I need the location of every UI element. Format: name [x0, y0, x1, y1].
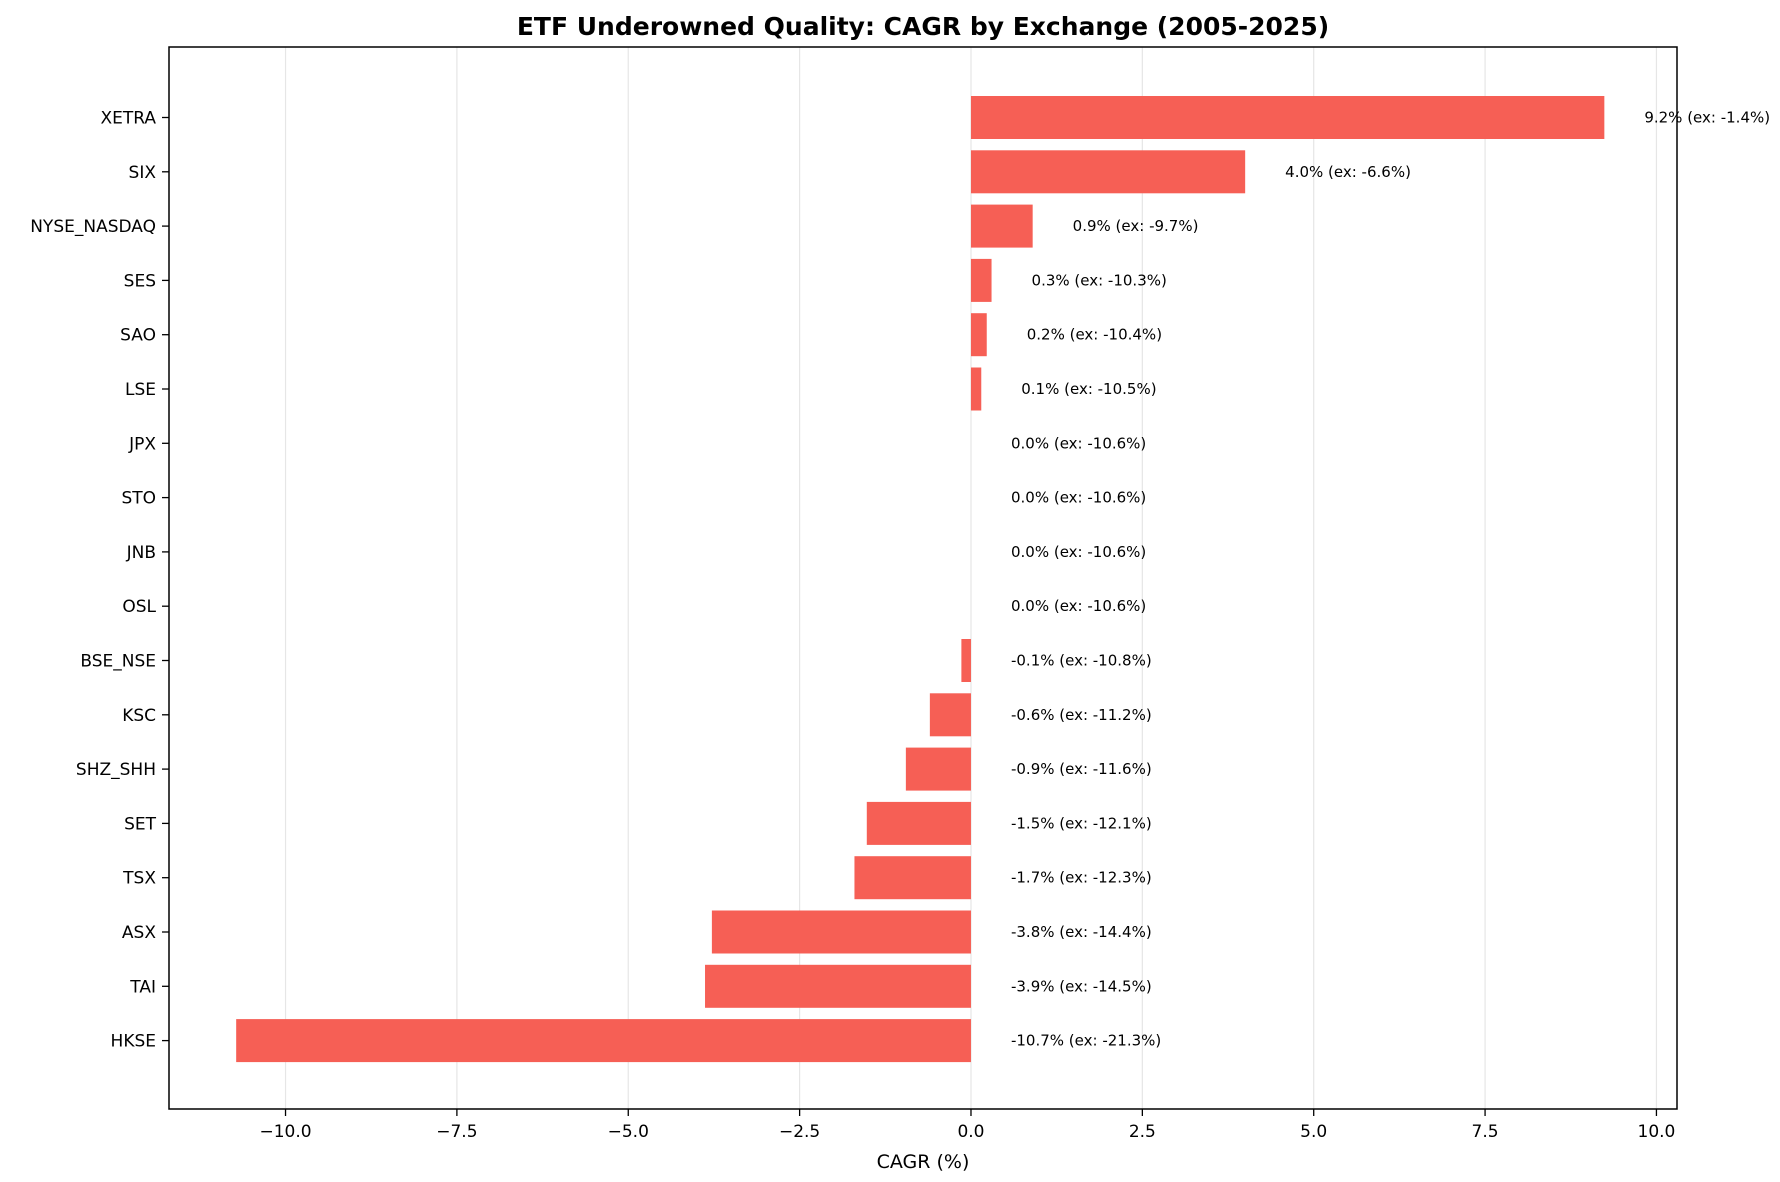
y-tick-label: ASX	[122, 923, 156, 943]
bar-ksc	[929, 693, 971, 737]
bar-value-label: 0.0% (ex: -10.6%)	[1011, 543, 1146, 561]
bar-value-label: -0.6% (ex: -11.2%)	[1011, 706, 1152, 724]
y-tick-label: LSE	[125, 380, 156, 400]
y-tick-label: STO	[121, 489, 156, 509]
x-tick-label: 0.0	[957, 1122, 984, 1142]
x-axis-ticks: −10.0 −7.5 −5.0 −2.5 0.0 2.5 5.0 7.5 10.0	[259, 1109, 1675, 1142]
bar-shz-shh	[905, 747, 971, 791]
bar-tai	[705, 964, 971, 1008]
bar-six	[970, 150, 1246, 194]
x-tick-label: 5.0	[1300, 1122, 1327, 1142]
gridlines	[284, 47, 1658, 1109]
x-tick-label: −5.0	[608, 1122, 649, 1142]
bar-ses	[970, 258, 992, 302]
x-tick-label: −2.5	[779, 1122, 820, 1142]
bar-value-label: -0.9% (ex: -11.6%)	[1011, 760, 1152, 778]
x-tick-label: 10.0	[1638, 1122, 1676, 1142]
y-tick-label: TSX	[122, 869, 156, 889]
bar-tsx	[854, 856, 971, 900]
x-axis-label: CAGR (%)	[877, 1151, 970, 1173]
bars	[236, 96, 1605, 1063]
bar-xetra	[970, 96, 1605, 139]
y-tick-label: SIX	[129, 163, 157, 183]
bar-value-label: 0.9% (ex: -9.7%)	[1073, 217, 1199, 235]
bar-value-label: 0.1% (ex: -10.5%)	[1021, 380, 1156, 398]
bar-value-label: 9.2% (ex: -1.4%)	[1644, 109, 1770, 127]
y-tick-label: JNB	[126, 543, 156, 563]
y-tick-label: JPX	[128, 434, 156, 454]
bar-value-label: 0.3% (ex: -10.3%)	[1032, 271, 1167, 289]
y-tick-label: SET	[124, 814, 157, 834]
y-tick-label: NYSE_NASDAQ	[30, 217, 156, 237]
bar-value-label: -1.7% (ex: -12.3%)	[1011, 869, 1152, 887]
chart-title: ETF Underowned Quality: CAGR by Exchange…	[517, 12, 1329, 41]
data-labels: 9.2% (ex: -1.4%) 4.0% (ex: -6.6%) 0.9% (ex…	[1011, 109, 1770, 1050]
bar-nyse-nasdaq	[970, 204, 1033, 248]
y-tick-label: TAI	[129, 977, 156, 997]
bar-value-label: -1.5% (ex: -12.1%)	[1011, 814, 1152, 832]
bar-set	[866, 801, 971, 845]
y-tick-label: SES	[124, 271, 156, 291]
bar-value-label: 0.0% (ex: -10.6%)	[1011, 597, 1146, 615]
y-tick-label: HKSE	[111, 1032, 156, 1052]
x-tick-label: 7.5	[1472, 1122, 1499, 1142]
y-tick-label: SAO	[120, 326, 156, 346]
y-tick-label: KSC	[122, 706, 156, 726]
bar-sao	[970, 313, 987, 357]
y-tick-label: SHZ_SHH	[76, 760, 156, 780]
bar-lse	[970, 367, 982, 411]
bar-hkse	[236, 1019, 971, 1063]
x-tick-label: −7.5	[436, 1122, 477, 1142]
bar-value-label: 0.2% (ex: -10.4%)	[1027, 326, 1162, 344]
y-tick-label: XETRA	[100, 109, 156, 129]
y-tick-label: OSL	[122, 597, 156, 617]
bar-value-label: -10.7% (ex: -21.3%)	[1011, 1032, 1161, 1050]
bar-value-label: 0.0% (ex: -10.6%)	[1011, 434, 1146, 452]
y-axis-ticks: XETRA SIX NYSE_NASDAQ SES SAO LSE JPX STO JNB OSL…	[30, 109, 169, 1052]
bar-value-label: -3.9% (ex: -14.5%)	[1011, 977, 1152, 995]
plot-frame	[168, 46, 1678, 1110]
bar-asx	[711, 910, 971, 954]
bar-value-label: 4.0% (ex: -6.6%)	[1285, 163, 1411, 181]
bar-value-label: 0.0% (ex: -10.6%)	[1011, 489, 1146, 507]
y-tick-label: BSE_NSE	[80, 652, 156, 672]
bar-value-label: -0.1% (ex: -10.8%)	[1011, 652, 1152, 670]
x-tick-label: −10.0	[259, 1122, 311, 1142]
bar-value-label: -3.8% (ex: -14.4%)	[1011, 923, 1152, 941]
bar-bse-nse	[961, 639, 971, 682]
x-tick-label: 2.5	[1129, 1122, 1156, 1142]
